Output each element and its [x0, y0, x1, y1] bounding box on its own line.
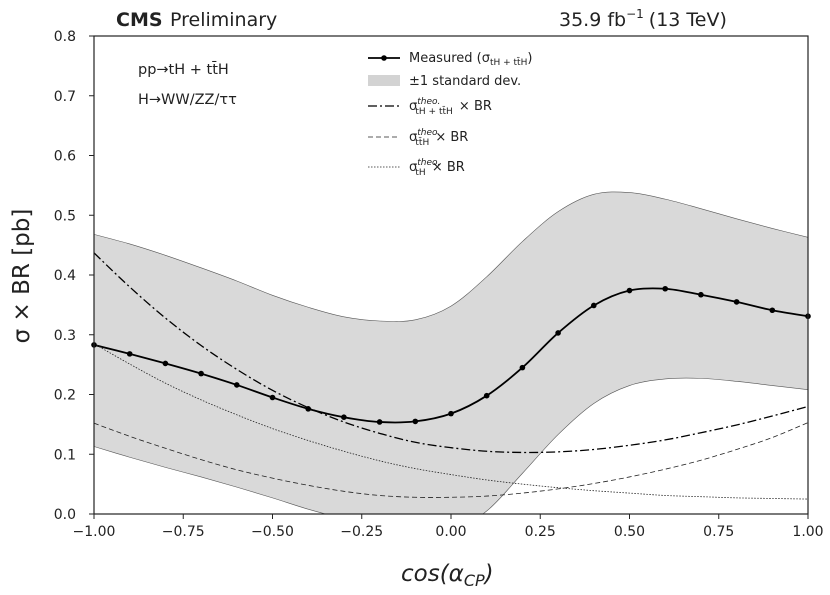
uncertainty-band: [94, 191, 808, 514]
series-line-theo-sum: [94, 252, 808, 454]
y-tick-label: 0.4: [54, 268, 76, 284]
measured-point: [662, 285, 668, 292]
y-tick-label: 0.1: [54, 447, 76, 463]
measured-point: [483, 392, 490, 399]
x-axis-label-close: ): [483, 561, 494, 587]
y-tick-label: 0.2: [54, 388, 76, 404]
measured-point: [234, 382, 240, 388]
band-lower-edge: [94, 377, 808, 514]
measured-point: [448, 410, 454, 417]
legend-label-theo-th: σtheo. tH × BR: [409, 158, 465, 178]
x-axis-label-sub: CP: [464, 571, 485, 590]
x-tick-label: −0.75: [162, 524, 205, 540]
energy-label: (13 TeV): [649, 9, 727, 31]
x-tick-label: 0.00: [435, 524, 466, 540]
x-tick-label: 0.25: [525, 524, 556, 540]
legend-label-measured: Measured (σtH + tt̄H): [409, 51, 532, 68]
lumi-exponent: −1: [626, 7, 644, 21]
measured-point: [626, 287, 633, 294]
x-axis-label: cos(αCP): [401, 561, 494, 590]
series-line-theo-th: [94, 343, 808, 500]
status-label: Preliminary: [170, 9, 277, 31]
measured-point: [162, 360, 169, 367]
y-axis-label: σ × BR [pb]: [9, 209, 35, 344]
legend-label-band: ±1 standard dev.: [409, 74, 521, 89]
x-axis-label-main: cos(α: [401, 561, 464, 587]
measured-point: [198, 370, 204, 377]
y-tick-label: 0.6: [54, 149, 76, 165]
measured-point: [733, 299, 740, 305]
legend-swatch-marker: [381, 55, 387, 61]
band-upper-edge: [94, 191, 808, 322]
y-tick-label: 0.3: [54, 328, 76, 344]
x-tick-label: 0.75: [703, 524, 734, 540]
legend-label-theo-tth: σtheo. tt̄H × BR: [409, 128, 468, 148]
measured-point: [591, 302, 597, 309]
series-line-theo-tth: [94, 422, 808, 498]
annotation-process: pp→tH + tt̄H: [138, 60, 229, 78]
measured-point: [341, 414, 347, 421]
measured-point: [698, 291, 704, 298]
x-tick-label: −0.25: [340, 524, 383, 540]
legend-swatch-band: [368, 75, 400, 86]
y-tick-label: 0.5: [54, 208, 76, 224]
x-tick-label: 0.50: [614, 524, 645, 540]
measured-point: [269, 394, 276, 401]
measured-point: [555, 330, 561, 336]
legend: Measured (σtH + tt̄H) ±1 standard dev. σth…: [368, 51, 532, 178]
measured-point: [769, 307, 776, 314]
y-tick-label: 0.0: [54, 507, 76, 523]
measured-point: [376, 419, 383, 425]
experiment-label: CMS: [116, 9, 163, 31]
measured-point: [126, 351, 133, 357]
measured-point: [519, 364, 526, 371]
y-tick-label: 0.7: [54, 89, 76, 105]
x-tick-label: 1.00: [792, 524, 823, 540]
lumi-label: 35.9 fb−1 (13 TeV): [559, 7, 727, 31]
legend-label-theo-sum: σtheo. tH + tt̄H × BR: [409, 97, 492, 117]
annotation-decay: H→WW/ZZ/ττ: [138, 92, 237, 108]
x-tick-label: −1.00: [73, 524, 116, 540]
lumi-value: 35.9 fb: [559, 9, 626, 31]
measured-point: [412, 418, 419, 425]
measured-point: [305, 406, 312, 412]
x-tick-label: −0.50: [251, 524, 294, 540]
y-tick-label: 0.8: [54, 29, 76, 45]
